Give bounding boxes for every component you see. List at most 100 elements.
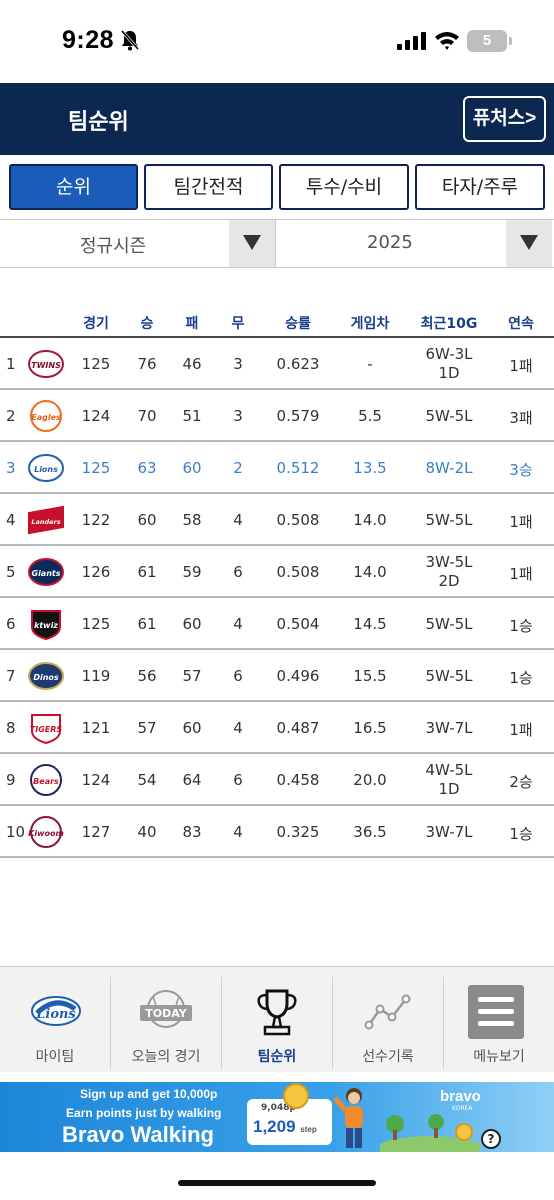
cell-wins: 61 xyxy=(137,563,157,581)
team-logo-icon: Kiwoom xyxy=(28,816,64,848)
tab-standings[interactable]: 순위 xyxy=(9,164,138,210)
svg-text:ktwiz: ktwiz xyxy=(34,621,58,630)
futures-button[interactable]: 퓨처스> xyxy=(463,96,546,142)
cell-draws: 4 xyxy=(233,511,243,529)
cell-games: 119 xyxy=(81,667,111,685)
nav-label: 팀순위 xyxy=(257,1049,297,1065)
year-select-value: 2025 xyxy=(367,232,413,253)
cell-rank: 5 xyxy=(6,563,16,581)
tab-head-to-head[interactable]: 팀간전적 xyxy=(144,164,273,210)
nav-label: 선수기록 xyxy=(362,1049,414,1065)
status-time: 9:28 xyxy=(62,26,115,54)
cell-streak: 1패 xyxy=(509,357,533,375)
cell-draws: 6 xyxy=(233,563,243,581)
cell-draws: 6 xyxy=(233,667,243,685)
nav-label: 메뉴보기 xyxy=(473,1049,525,1065)
team-logo-icon: Landers xyxy=(28,505,64,535)
cell-wins: 61 xyxy=(137,615,157,633)
cell-streak: 1승 xyxy=(509,617,533,635)
nav-separator xyxy=(221,977,222,1069)
cell-losses: 60 xyxy=(182,459,202,477)
cell-games-behind: 5.5 xyxy=(358,407,382,425)
table-row[interactable]: 2 Eagles 124 70 51 3 0.579 5.5 5W-5L 3패 xyxy=(0,390,554,442)
cell-rank: 4 xyxy=(6,511,16,529)
cell-streak: 3승 xyxy=(509,461,533,479)
cell-wins: 60 xyxy=(137,511,157,529)
team-logo-icon: Bears xyxy=(30,764,62,796)
category-tabs: 순위 팀간전적 투수/수비 타자/주루 xyxy=(0,164,554,212)
cell-last-10-line: 8W-2L xyxy=(425,459,473,477)
nav-label: 마이팀 xyxy=(35,1049,75,1065)
cell-streak: 3패 xyxy=(509,409,533,427)
cell-losses: 60 xyxy=(182,615,202,633)
cell-wins: 63 xyxy=(137,459,157,477)
table-row[interactable]: 4 Landers 122 60 58 4 0.508 14.0 5W-5L 1패 xyxy=(0,494,554,546)
cell-last-10: 3W-7L xyxy=(425,823,472,841)
team-logo-icon: Dinos xyxy=(28,662,64,690)
nav-my-team[interactable]: Lions 마이팀 xyxy=(0,967,110,1073)
cell-games-behind: 16.5 xyxy=(353,719,387,737)
table-row[interactable]: 9 Bears 124 54 64 6 0.458 20.0 4W-5L 1D 2승 xyxy=(0,754,554,806)
nav-today-game[interactable]: TODAY 오늘의 경기 xyxy=(111,967,221,1073)
table-row[interactable]: 1 TWINS 125 76 46 3 0.623 - 6W-3L 1D 1패 xyxy=(0,338,554,390)
cell-rank: 8 xyxy=(6,719,16,737)
cell-games-behind: - xyxy=(367,355,373,373)
cell-last-10-line: 5W-5L xyxy=(425,511,473,529)
col-last-10: 최근10G xyxy=(420,316,478,332)
cell-games: 121 xyxy=(81,719,111,737)
cell-last-10-line: 5W-5L xyxy=(425,615,473,633)
cell-games-behind: 13.5 xyxy=(353,459,387,477)
battery-tip xyxy=(509,37,512,45)
ad-banner[interactable]: Sign up and get 10,000p Earn points just… xyxy=(0,1082,554,1152)
ad-earn-text: Earn points just by walking xyxy=(66,1106,222,1120)
svg-text:Dinos: Dinos xyxy=(33,673,59,682)
cell-rank: 7 xyxy=(6,667,16,685)
cell-last-10: 4W-5L 1D xyxy=(425,761,472,799)
cell-last-10: 3W-5L 2D xyxy=(425,553,472,591)
table-row[interactable]: 10 Kiwoom 127 40 83 4 0.325 36.5 3W-7L 1승 xyxy=(0,806,554,858)
table-row[interactable]: 3 Lions 125 63 60 2 0.512 13.5 8W-2L 3승 xyxy=(0,442,554,494)
cellular-signal-icon xyxy=(397,32,426,50)
season-dropdown-arrow-icon[interactable] xyxy=(229,220,275,267)
table-row[interactable]: 7 Dinos 119 56 57 6 0.496 15.5 5W-5L 1승 xyxy=(0,650,554,702)
table-row[interactable]: 5 Giants 126 61 59 6 0.508 14.0 3W-5L 2D 1패 xyxy=(0,546,554,598)
table-row[interactable]: 6 ktwiz 125 61 60 4 0.504 14.5 5W-5L 1승 xyxy=(0,598,554,650)
cell-losses: 83 xyxy=(182,823,202,841)
cell-win-pct: 0.487 xyxy=(276,719,320,737)
table-header: 경기 승 패 무 승률 게임차 최근10G 연속 xyxy=(0,304,554,338)
tab-batting-running[interactable]: 타자/주루 xyxy=(415,164,545,210)
table-row[interactable]: 8 TIGERS 121 57 60 4 0.487 16.5 3W-7L 1패 xyxy=(0,702,554,754)
wifi-icon xyxy=(435,32,459,50)
season-select[interactable]: 정규시즌 xyxy=(0,220,275,267)
cell-losses: 57 xyxy=(182,667,202,685)
year-select[interactable]: 2025 xyxy=(276,220,554,267)
cell-games: 127 xyxy=(81,823,111,841)
svg-text:Lions: Lions xyxy=(35,1007,76,1022)
ad-help-icon[interactable]: ? xyxy=(481,1129,501,1149)
cell-win-pct: 0.458 xyxy=(276,771,320,789)
col-win-pct: 승률 xyxy=(285,316,311,332)
cell-draws: 3 xyxy=(233,355,243,373)
ad-steps: 1,209 step xyxy=(253,1117,317,1136)
svg-text:Eagles: Eagles xyxy=(31,413,61,422)
cell-win-pct: 0.623 xyxy=(276,355,320,373)
tab-pitching-fielding[interactable]: 투수/수비 xyxy=(279,164,409,210)
cell-streak: 1패 xyxy=(509,565,533,583)
cell-streak: 1승 xyxy=(509,669,533,687)
nav-player-records[interactable]: 선수기록 xyxy=(333,967,443,1073)
cell-rank: 10 xyxy=(6,823,26,841)
cell-win-pct: 0.325 xyxy=(276,823,320,841)
team-logo-icon: Lions xyxy=(28,454,64,482)
cell-losses: 51 xyxy=(182,407,202,425)
team-logo-icon: TIGERS xyxy=(30,714,62,745)
nav-separator xyxy=(332,977,333,1069)
cell-rank: 6 xyxy=(6,615,16,633)
cell-games: 125 xyxy=(81,355,111,373)
cell-last-10-line: 3W-5L xyxy=(425,553,473,571)
ad-step-card: 9,048p 1,209 step xyxy=(247,1099,332,1145)
year-dropdown-arrow-icon[interactable] xyxy=(506,220,552,267)
table-body: 1 TWINS 125 76 46 3 0.623-6W-3L 1D 1패 2 Eagles 124 7… xyxy=(0,338,554,858)
cell-wins: 40 xyxy=(137,823,157,841)
nav-standings[interactable]: 팀순위 xyxy=(222,967,332,1073)
nav-menu[interactable]: 메뉴보기 xyxy=(444,967,554,1073)
